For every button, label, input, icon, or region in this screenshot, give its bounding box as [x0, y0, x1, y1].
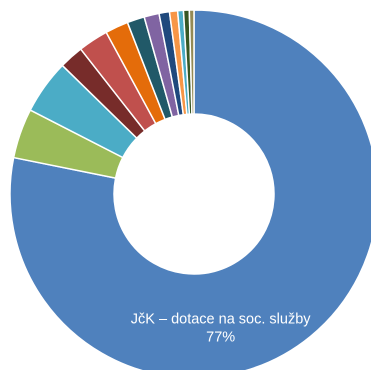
donut-slice-13	[188, 9, 195, 115]
donut-slice-1	[9, 9, 371, 370]
slice-percent-label: 77%	[206, 329, 235, 345]
donut-labels: JčK – dotace na soc. služby 77%	[131, 311, 311, 345]
slice-label: JčK – dotace na soc. služby	[131, 311, 311, 327]
donut-slices	[9, 9, 371, 370]
